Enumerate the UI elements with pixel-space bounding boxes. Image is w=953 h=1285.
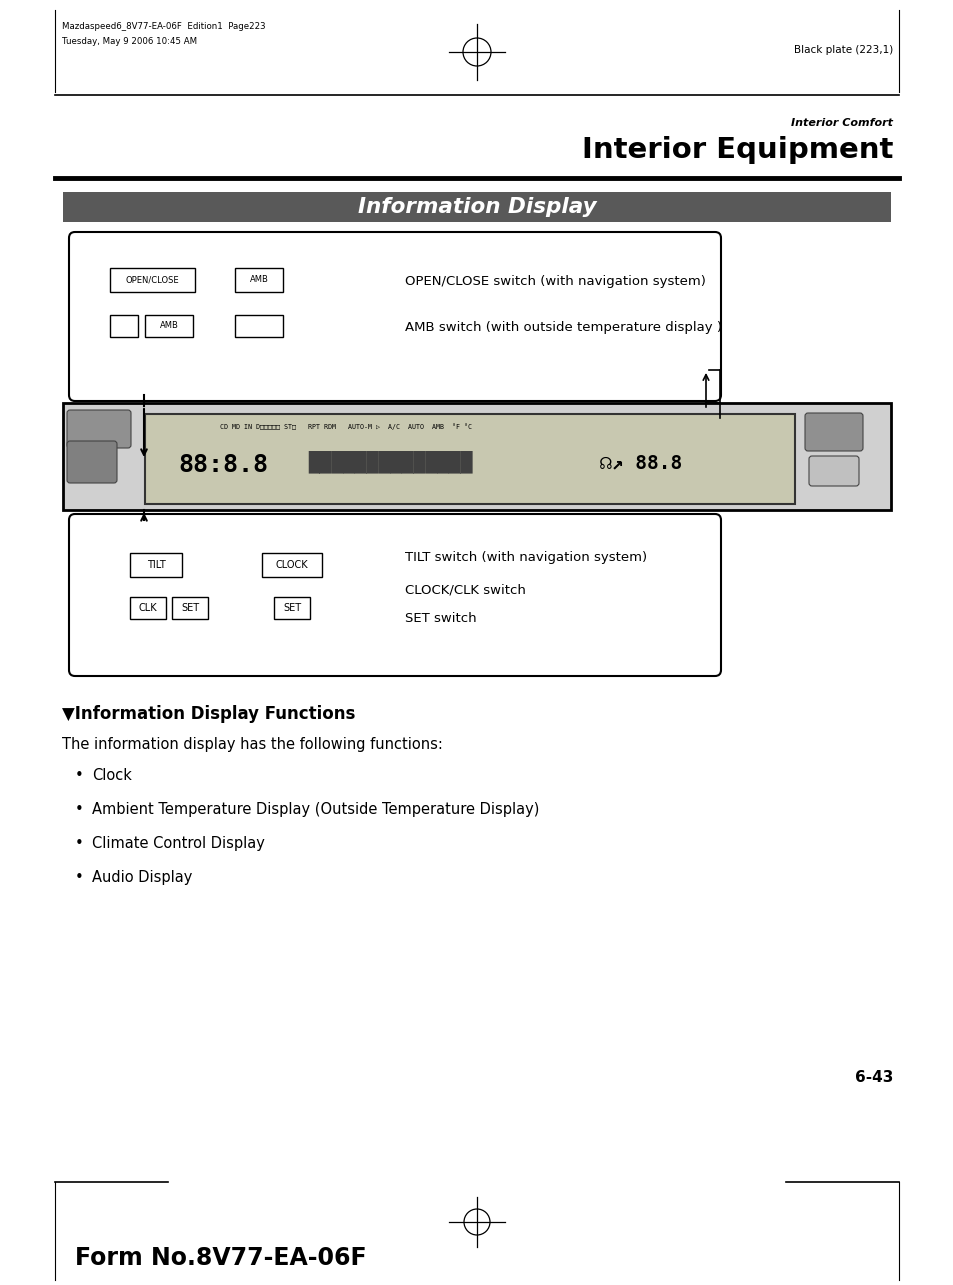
Text: ██████████████: ██████████████ [308,451,472,473]
Bar [110,315,138,337]
Text: TILT switch (with navigation system): TILT switch (with navigation system) [405,551,646,564]
Text: AMB: AMB [159,321,178,330]
Bar [63,191,890,222]
Text: OPEN/CLOSE switch (with navigation system): OPEN/CLOSE switch (with navigation syste… [405,275,705,289]
Text: •: • [75,837,84,851]
Bar [274,598,310,619]
Bar [63,403,890,510]
Bar [234,269,283,292]
Text: Clock: Clock [91,768,132,783]
Text: SET: SET [181,603,199,613]
Text: SET switch: SET switch [405,612,476,625]
Text: ☊↗ 88.8: ☊↗ 88.8 [599,454,681,473]
Text: 88:8.8: 88:8.8 [178,454,268,477]
Bar [145,414,794,504]
Text: •: • [75,870,84,885]
Text: •: • [75,802,84,817]
FancyBboxPatch shape [804,412,862,451]
Text: OPEN/CLOSE: OPEN/CLOSE [126,275,179,284]
Text: Interior Equipment: Interior Equipment [581,136,892,164]
Bar [262,553,322,577]
FancyBboxPatch shape [67,410,131,448]
Text: CLOCK: CLOCK [275,560,308,571]
Text: Mazdaspeed6_8V77-EA-06F  Edition1  Page223: Mazdaspeed6_8V77-EA-06F Edition1 Page223 [62,22,265,31]
Text: Interior Comfort: Interior Comfort [790,118,892,128]
Text: Ambient Temperature Display (Outside Temperature Display): Ambient Temperature Display (Outside Tem… [91,802,538,817]
Text: SET: SET [283,603,301,613]
Text: 6-43: 6-43 [854,1070,892,1085]
Text: CLOCK/CLK switch: CLOCK/CLK switch [405,583,525,596]
Bar [110,269,194,292]
Text: Form No.8V77-EA-06F: Form No.8V77-EA-06F [75,1246,366,1270]
Text: Audio Display: Audio Display [91,870,193,885]
FancyBboxPatch shape [67,441,117,483]
Text: The information display has the following functions:: The information display has the followin… [62,738,442,752]
Text: AMB switch (with outside temperature display ): AMB switch (with outside temperature dis… [405,321,721,334]
Text: AMB: AMB [250,275,268,284]
FancyBboxPatch shape [808,456,858,486]
Text: Climate Control Display: Climate Control Display [91,837,265,851]
Text: ▼Information Display Functions: ▼Information Display Functions [62,705,355,723]
Text: Information Display: Information Display [357,197,596,217]
Bar [234,315,283,337]
Text: CD MD IN D□□□□□ ST□   RPT RDM   AUTO-M ▷  A/C  AUTO  AMB  °F °C: CD MD IN D□□□□□ ST□ RPT RDM AUTO-M ▷ A/C… [220,424,472,430]
Bar [172,598,208,619]
Text: •: • [75,768,84,783]
Bar [130,598,166,619]
FancyBboxPatch shape [69,514,720,676]
Text: TILT: TILT [147,560,165,571]
Text: Tuesday, May 9 2006 10:45 AM: Tuesday, May 9 2006 10:45 AM [62,37,197,46]
Bar [130,553,182,577]
Text: Black plate (223,1): Black plate (223,1) [793,45,892,55]
Bar [145,315,193,337]
Text: CLK: CLK [138,603,157,613]
FancyBboxPatch shape [69,233,720,401]
